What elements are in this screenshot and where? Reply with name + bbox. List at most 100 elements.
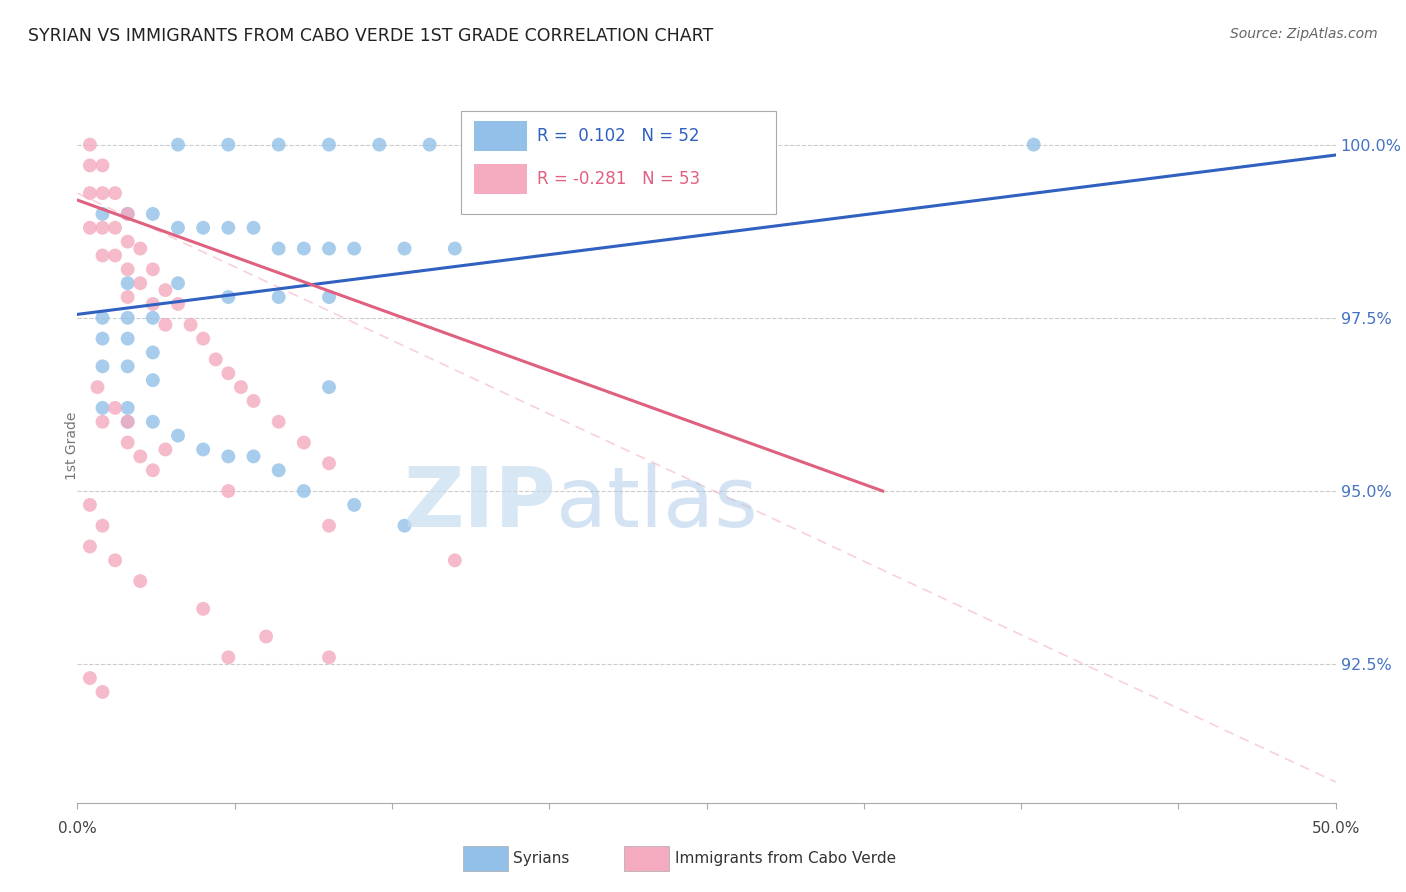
Point: [91, 248, 114, 262]
Point: [142, 297, 165, 311]
Point: [117, 435, 139, 450]
Point: [394, 518, 416, 533]
Text: Source: ZipAtlas.com: Source: ZipAtlas.com: [1230, 27, 1378, 41]
Point: [117, 276, 139, 290]
Point: [117, 207, 139, 221]
Point: [79, 498, 101, 512]
Point: [142, 345, 165, 359]
Point: [91, 186, 114, 201]
Point: [79, 137, 101, 152]
Point: [117, 207, 139, 221]
Point: [318, 650, 340, 665]
Point: [79, 220, 101, 235]
Point: [104, 248, 127, 262]
Point: [142, 310, 165, 325]
Point: [142, 207, 165, 221]
Text: atlas: atlas: [555, 463, 758, 543]
Point: [167, 297, 190, 311]
Point: [91, 685, 114, 699]
Point: [129, 450, 152, 464]
Point: [191, 602, 215, 616]
Point: [267, 242, 290, 256]
Point: [569, 137, 592, 152]
Point: [104, 186, 127, 201]
Point: [318, 290, 340, 304]
Point: [117, 415, 139, 429]
Point: [117, 401, 139, 415]
Point: [180, 318, 202, 332]
Point: [79, 158, 101, 172]
Point: [91, 158, 114, 172]
Point: [318, 456, 340, 470]
Point: [242, 394, 264, 409]
Point: [155, 318, 177, 332]
Point: [104, 220, 127, 235]
FancyBboxPatch shape: [461, 111, 776, 214]
Point: [217, 220, 239, 235]
Point: [217, 290, 239, 304]
Point: [242, 450, 264, 464]
Point: [368, 137, 391, 152]
Point: [318, 518, 340, 533]
Point: [129, 276, 152, 290]
Point: [117, 332, 139, 346]
Text: ZIP: ZIP: [404, 463, 555, 543]
Point: [318, 380, 340, 394]
Point: [91, 207, 114, 221]
Point: [419, 137, 441, 152]
Point: [254, 630, 277, 644]
Point: [267, 137, 290, 152]
Point: [91, 310, 114, 325]
Point: [91, 415, 114, 429]
Point: [155, 442, 177, 457]
Point: [217, 483, 239, 498]
Text: 0.0%: 0.0%: [58, 821, 97, 836]
Point: [1022, 137, 1045, 152]
Point: [394, 242, 416, 256]
Point: [343, 242, 366, 256]
Point: [217, 366, 239, 380]
Text: Syrians: Syrians: [513, 851, 569, 865]
Point: [167, 276, 190, 290]
Point: [242, 220, 264, 235]
Point: [91, 518, 114, 533]
Point: [267, 290, 290, 304]
Point: [292, 242, 315, 256]
Point: [318, 242, 340, 256]
Point: [86, 380, 108, 394]
Point: [79, 540, 101, 554]
Point: [229, 380, 252, 394]
Point: [117, 359, 139, 374]
Point: [191, 442, 215, 457]
Point: [79, 671, 101, 685]
Point: [217, 650, 239, 665]
Point: [79, 186, 101, 201]
Point: [217, 137, 239, 152]
Point: [444, 553, 467, 567]
Point: [91, 220, 114, 235]
Point: [142, 463, 165, 477]
Point: [91, 332, 114, 346]
Point: [191, 332, 215, 346]
Point: [104, 553, 127, 567]
Point: [292, 435, 315, 450]
Point: [468, 137, 491, 152]
Point: [104, 401, 127, 415]
Text: R = -0.281   N = 53: R = -0.281 N = 53: [537, 170, 700, 188]
Point: [117, 290, 139, 304]
Point: [444, 242, 467, 256]
Point: [155, 283, 177, 297]
Point: [267, 415, 290, 429]
Point: [129, 574, 152, 588]
Point: [343, 498, 366, 512]
Point: [129, 242, 152, 256]
Text: R =  0.102   N = 52: R = 0.102 N = 52: [537, 128, 699, 145]
Point: [117, 235, 139, 249]
Point: [671, 137, 693, 152]
Text: Immigrants from Cabo Verde: Immigrants from Cabo Verde: [675, 851, 896, 865]
Point: [91, 359, 114, 374]
Point: [292, 483, 315, 498]
Text: SYRIAN VS IMMIGRANTS FROM CABO VERDE 1ST GRADE CORRELATION CHART: SYRIAN VS IMMIGRANTS FROM CABO VERDE 1ST…: [28, 27, 713, 45]
Point: [620, 137, 643, 152]
Point: [191, 220, 215, 235]
